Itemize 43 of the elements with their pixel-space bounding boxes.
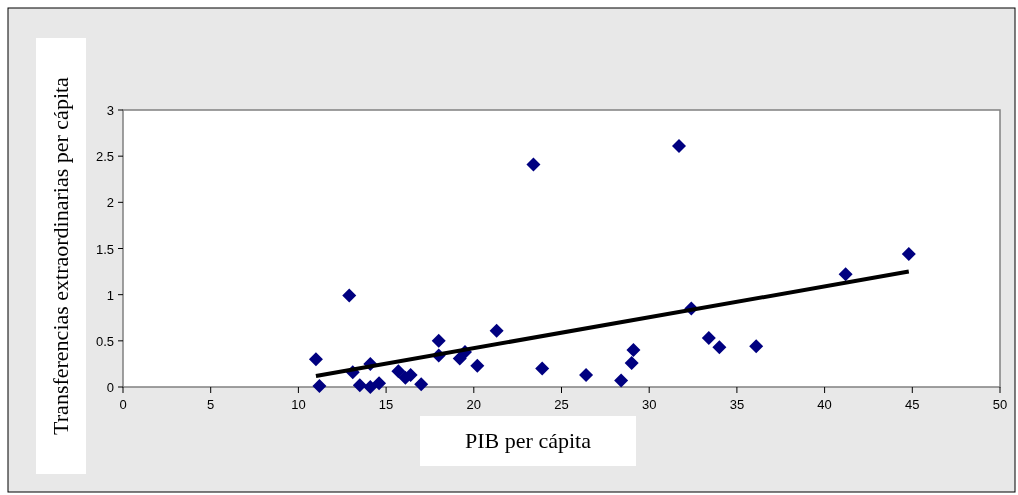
x-tick-label: 50	[992, 397, 1008, 412]
y-tick-label: 1.5	[95, 241, 114, 257]
point	[308, 352, 323, 367]
point	[342, 288, 357, 303]
x-tick-label: 20	[466, 397, 482, 412]
point	[535, 361, 550, 376]
x-tick-label: 25	[554, 397, 569, 412]
y-tick-label: 2	[106, 195, 114, 211]
x-tick-label: 5	[207, 397, 215, 412]
y-tick-label: 0	[106, 380, 114, 395]
x-axis-title: PIB per cápita	[465, 428, 592, 453]
point	[701, 331, 716, 346]
point	[391, 364, 406, 379]
point	[614, 373, 629, 388]
point	[414, 377, 429, 392]
point	[312, 379, 327, 394]
x-tick-label: 40	[817, 397, 832, 412]
point	[363, 380, 378, 394]
x-tick-label: 35	[729, 397, 745, 412]
point	[749, 339, 764, 354]
point	[624, 355, 639, 370]
y-tick-label: 2.5	[95, 149, 114, 165]
point	[352, 378, 367, 393]
y-tick-label: 1	[106, 287, 114, 303]
point	[901, 247, 916, 262]
point	[526, 157, 541, 172]
point	[470, 358, 485, 373]
point	[712, 340, 727, 355]
x-tick-label: 10	[291, 397, 306, 412]
point	[431, 333, 446, 348]
y-tick-label: 0.5	[95, 333, 114, 349]
y-tick-label: 3	[106, 103, 114, 118]
x-tick-label: 30	[641, 397, 657, 412]
point	[672, 139, 687, 154]
point	[626, 343, 641, 358]
point	[838, 267, 853, 282]
x-tick-label: 0	[119, 397, 127, 412]
x-tick-label: 15	[378, 397, 394, 412]
point	[489, 323, 504, 338]
x-tick-label: 45	[905, 397, 920, 412]
y-axis-title: Transferencias extraordinarias per cápita	[48, 76, 73, 435]
point	[372, 376, 387, 391]
point	[579, 368, 594, 382]
